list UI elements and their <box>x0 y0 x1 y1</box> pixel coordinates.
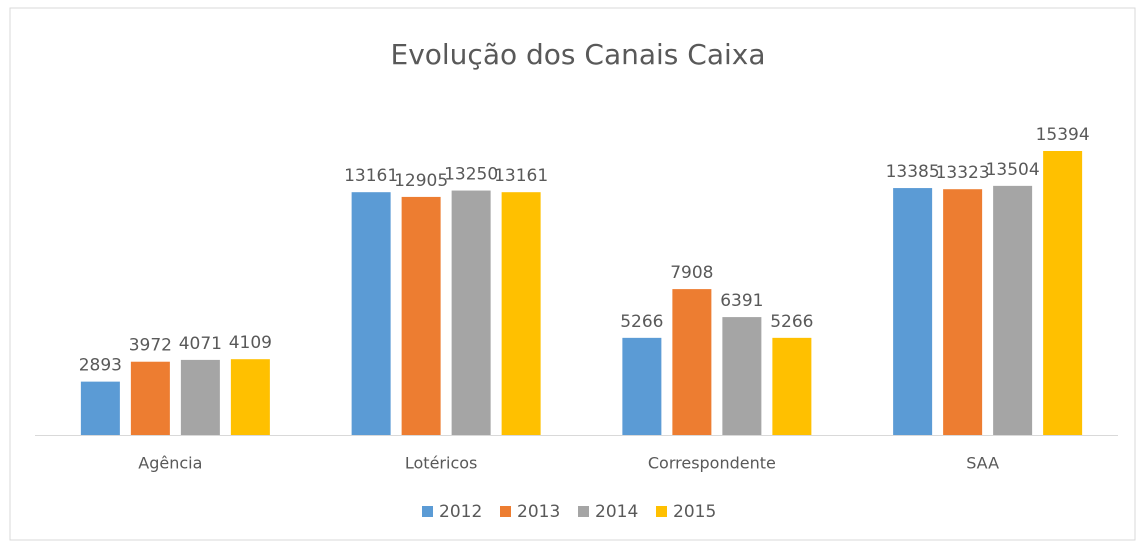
x-tick-label: Agência <box>138 454 202 473</box>
bar <box>230 359 270 435</box>
data-label: 7908 <box>670 263 713 283</box>
bar <box>893 188 933 435</box>
data-label: 13323 <box>936 163 990 183</box>
bar <box>672 289 712 435</box>
data-label: 4071 <box>179 334 222 354</box>
bar <box>451 190 491 435</box>
x-tick-label: Lotéricos <box>405 454 477 473</box>
legend-label: 2015 <box>673 502 716 522</box>
data-label: 3972 <box>129 336 172 356</box>
bar <box>722 317 762 435</box>
data-label: 6391 <box>720 291 763 311</box>
legend-swatch <box>422 506 433 517</box>
data-label: 13161 <box>494 166 548 186</box>
data-label: 13161 <box>344 166 398 186</box>
data-label: 13385 <box>886 162 940 182</box>
data-label: 13250 <box>444 165 498 185</box>
bar <box>130 361 170 435</box>
chart-title: Evolução dos Canais Caixa <box>391 38 766 71</box>
data-label: 5266 <box>770 312 813 332</box>
data-label: 5266 <box>620 312 663 332</box>
chart-border <box>9 7 1136 541</box>
bar <box>1043 151 1083 435</box>
legend-label: 2014 <box>595 502 638 522</box>
bar <box>622 337 662 435</box>
legend-swatch <box>578 506 589 517</box>
bar <box>772 337 812 435</box>
legend-swatch <box>656 506 667 517</box>
x-tick-label: SAA <box>966 454 999 473</box>
bar <box>943 189 983 435</box>
data-label: 15394 <box>1036 125 1090 145</box>
x-tick-label: Correspondente <box>648 454 776 473</box>
bar <box>351 192 391 435</box>
data-label: 4109 <box>229 333 272 353</box>
bar <box>180 359 220 435</box>
data-label: 12905 <box>394 171 448 191</box>
legend-swatch <box>500 506 511 517</box>
data-label: 2893 <box>79 356 122 376</box>
data-label: 13504 <box>986 160 1040 180</box>
legend-label: 2012 <box>439 502 482 522</box>
legend-label: 2013 <box>517 502 560 522</box>
bar <box>501 192 541 435</box>
bar <box>401 196 441 435</box>
bar <box>993 185 1033 435</box>
bar <box>80 381 120 435</box>
